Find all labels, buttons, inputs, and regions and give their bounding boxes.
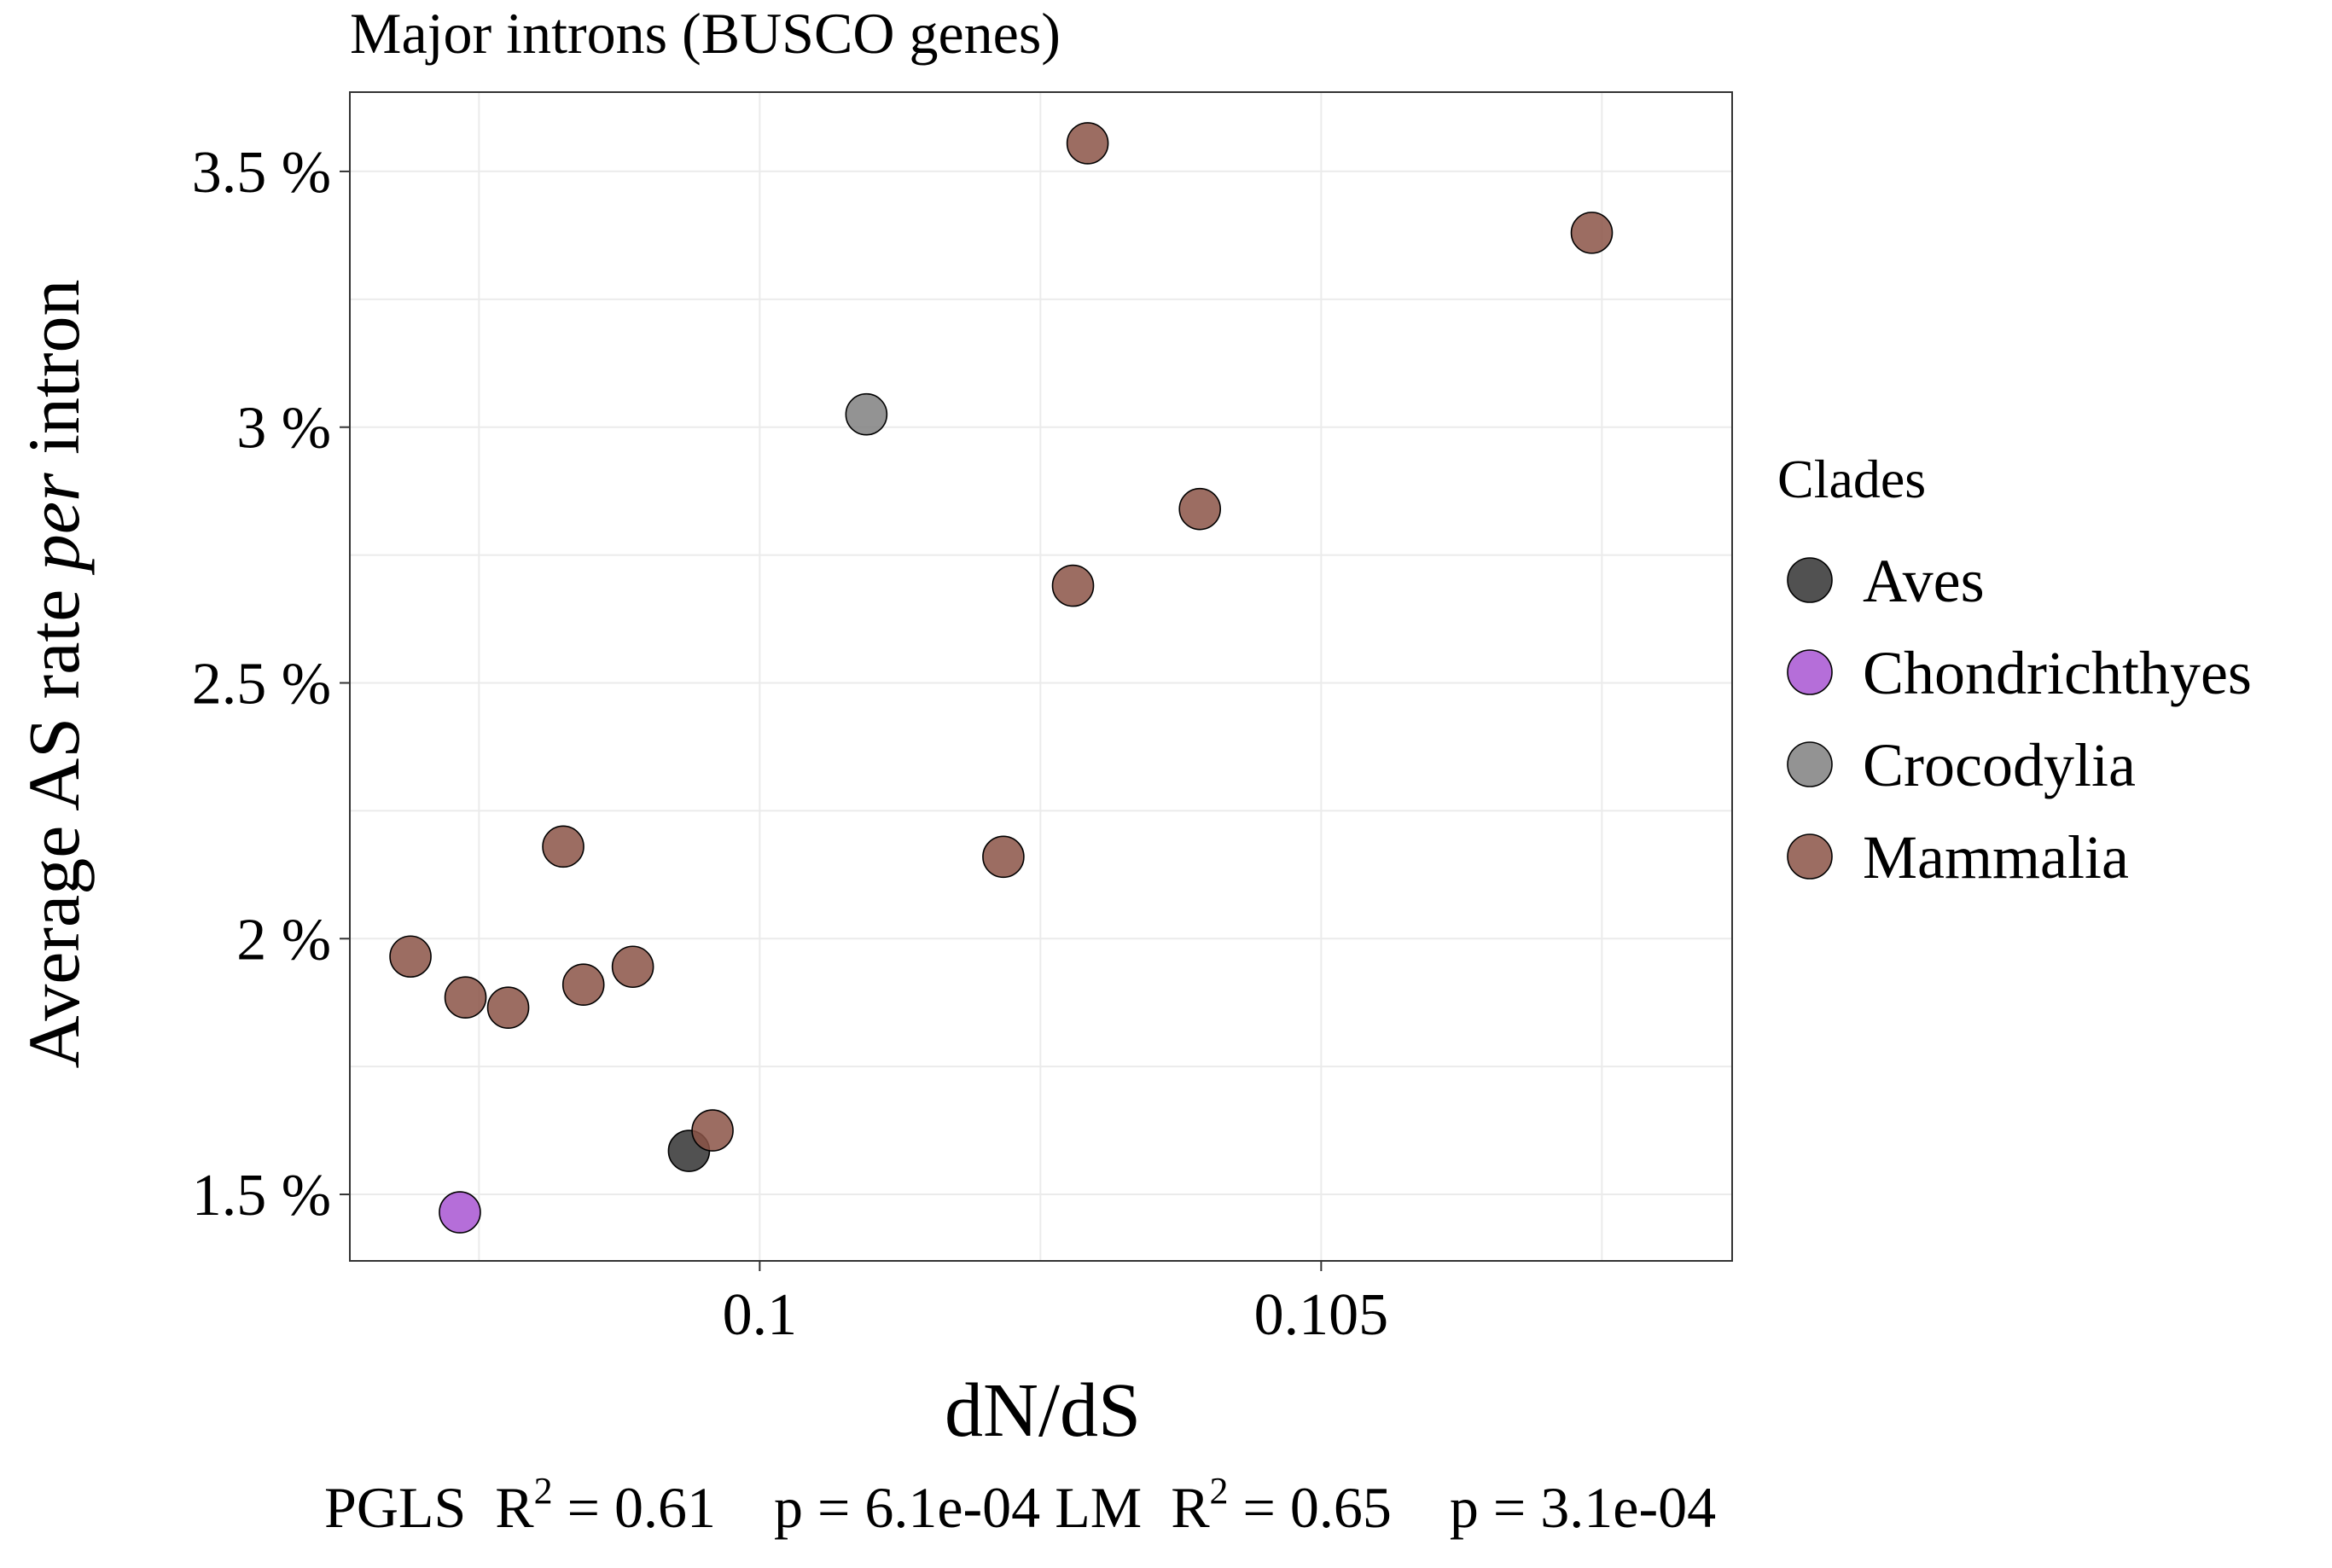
data-point-mammalia <box>1570 212 1614 254</box>
y-tick-label: 2 % <box>236 907 331 973</box>
y-axis-label-part: Average AS rate <box>13 571 95 1068</box>
pgls-r2-value: 0.61 <box>614 1475 716 1540</box>
pgls-label: PGLS <box>324 1475 466 1540</box>
data-point-mammalia <box>486 986 530 1030</box>
grid-lines <box>350 92 1732 1261</box>
data-point-mammalia <box>542 825 584 868</box>
data-point-mammalia <box>389 935 432 979</box>
axis-ticks: 0.1 0.105 1.5 % 2 % 2.5 % 3 % 3.5 % <box>192 140 1388 1348</box>
lm-label: LM <box>1055 1475 1142 1540</box>
data-point-chondrichthyes <box>439 1191 481 1234</box>
chart-title: Major introns (BUSCO genes) <box>350 1 1061 66</box>
y-tick-label: 1.5 % <box>192 1163 331 1228</box>
legend-items: Aves Chondrichthyes Crocodylia Mammalia <box>1787 547 2252 891</box>
data-point-mammalia <box>561 963 605 1007</box>
regression-stats: PGLS R2 = 0.61 p = 6.1e-04 LM R2 = 0.65 … <box>324 1470 1716 1540</box>
x-axis-label: dN/dS <box>945 1368 1141 1453</box>
pgls-p-value: 6.1e-04 <box>864 1475 1040 1540</box>
legend-label-crocodylia: Crocodylia <box>1863 731 2136 799</box>
legend-key-crocodylia <box>1787 741 1833 787</box>
y-tick-label: 3 % <box>236 396 331 462</box>
legend-label-aves: Aves <box>1863 547 1985 615</box>
data-points <box>389 122 1614 1234</box>
r2-superscript: 2 <box>1210 1470 1229 1512</box>
legend-label-mammalia: Mammalia <box>1863 823 2129 891</box>
y-axis-label-italic: per <box>13 473 95 576</box>
data-point-mammalia <box>444 976 487 1019</box>
y-axis-label: Average AS rate per intron <box>13 279 95 1068</box>
x-tick-label: 0.105 <box>1254 1282 1389 1348</box>
data-point-mammalia <box>982 835 1025 879</box>
data-point-mammalia <box>611 945 654 989</box>
legend-key-chondrichthyes <box>1787 649 1833 695</box>
data-point-mammalia <box>1051 564 1095 607</box>
legend-key-aves <box>1787 557 1833 603</box>
legend: Clades Aves Chondrichthyes Crocodylia Mamma… <box>1777 449 2252 891</box>
y-tick-label: 2.5 % <box>192 651 331 717</box>
data-point-crocodylia <box>845 392 888 436</box>
plot-panel-border <box>349 91 1733 1262</box>
lm-r2-value: 0.65 <box>1290 1475 1392 1540</box>
data-point-mammalia <box>691 1109 734 1152</box>
lm-p-value: 3.1e-04 <box>1540 1475 1716 1540</box>
legend-title: Clades <box>1777 449 1926 509</box>
r2-superscript: 2 <box>534 1470 553 1512</box>
x-tick-label: 0.1 <box>723 1282 798 1348</box>
legend-label-chondrichthyes: Chondrichthyes <box>1863 639 2252 707</box>
y-axis-label-part: intron <box>13 279 95 473</box>
y-tick-label: 3.5 % <box>192 140 331 206</box>
data-point-mammalia <box>1066 122 1109 165</box>
legend-key-mammalia <box>1787 833 1833 880</box>
data-point-mammalia <box>1178 487 1222 531</box>
